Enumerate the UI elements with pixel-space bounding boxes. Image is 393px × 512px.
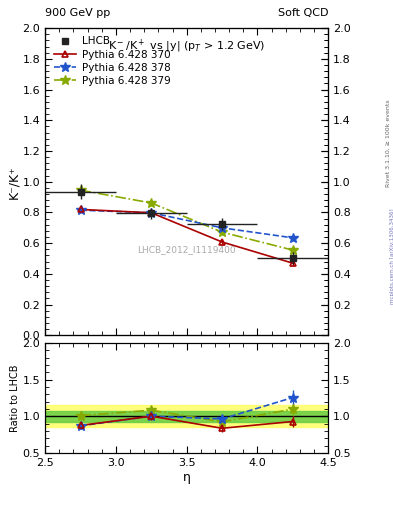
Text: mcplots.cern.ch [arXiv:1306.3436]: mcplots.cern.ch [arXiv:1306.3436]	[390, 208, 393, 304]
Y-axis label: Ratio to LHCB: Ratio to LHCB	[10, 365, 20, 432]
Text: K$^-$/K$^+$ vs |y| (p$_{T}$ > 1.2 GeV): K$^-$/K$^+$ vs |y| (p$_{T}$ > 1.2 GeV)	[108, 37, 265, 55]
Text: 900 GeV pp: 900 GeV pp	[45, 8, 110, 18]
Bar	[45, 406, 328, 428]
Text: LHCB_2012_I1119400: LHCB_2012_I1119400	[138, 245, 236, 254]
Bar	[45, 411, 328, 421]
Y-axis label: K⁻/K⁺: K⁻/K⁺	[7, 165, 20, 199]
Text: Soft QCD: Soft QCD	[278, 8, 328, 18]
Text: Rivet 3.1.10, ≥ 100k events: Rivet 3.1.10, ≥ 100k events	[386, 99, 391, 187]
X-axis label: η: η	[183, 471, 191, 484]
Legend: LHCB, Pythia 6.428 370, Pythia 6.428 378, Pythia 6.428 379: LHCB, Pythia 6.428 370, Pythia 6.428 378…	[50, 33, 174, 89]
